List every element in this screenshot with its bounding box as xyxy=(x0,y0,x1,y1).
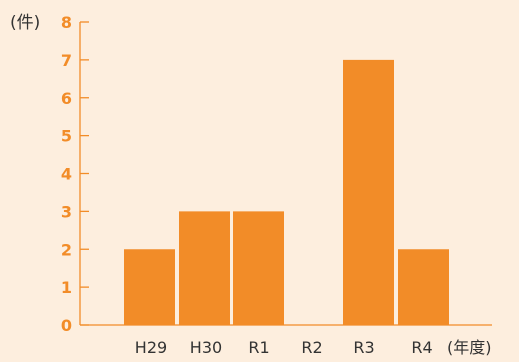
y-tick-label: 1 xyxy=(61,278,72,297)
y-tick-label: 2 xyxy=(61,240,72,259)
y-tick-label: 8 xyxy=(61,13,72,32)
x-tick-label: R4 xyxy=(411,338,432,357)
bar-r3 xyxy=(343,59,394,325)
x-tick-label: H29 xyxy=(135,338,167,357)
bar-r1 xyxy=(233,211,284,325)
y-tick-label: 7 xyxy=(61,51,72,70)
y-tick-label: 6 xyxy=(61,89,72,108)
axes xyxy=(79,22,492,326)
y-axis-label: (件) xyxy=(10,13,40,33)
y-axis-ticks: 0 1 2 3 4 5 6 7 8 xyxy=(61,13,89,335)
bar-h30 xyxy=(179,211,230,325)
x-tick-label: R3 xyxy=(353,338,374,357)
x-tick-label: R2 xyxy=(301,338,322,357)
y-tick-label: 0 xyxy=(61,316,72,335)
y-tick-label: 5 xyxy=(61,127,72,146)
bar-r4 xyxy=(398,249,449,325)
bars xyxy=(124,59,449,325)
y-tick-label: 3 xyxy=(61,202,72,221)
y-tick-label: 4 xyxy=(61,165,72,184)
bar-h29 xyxy=(124,249,175,325)
x-axis-tick-labels: H29 H30 R1 R2 R3 R4 xyxy=(135,338,433,357)
x-tick-label: H30 xyxy=(190,338,222,357)
x-axis-label: (年度) xyxy=(447,338,492,357)
x-tick-label: R1 xyxy=(248,338,269,357)
